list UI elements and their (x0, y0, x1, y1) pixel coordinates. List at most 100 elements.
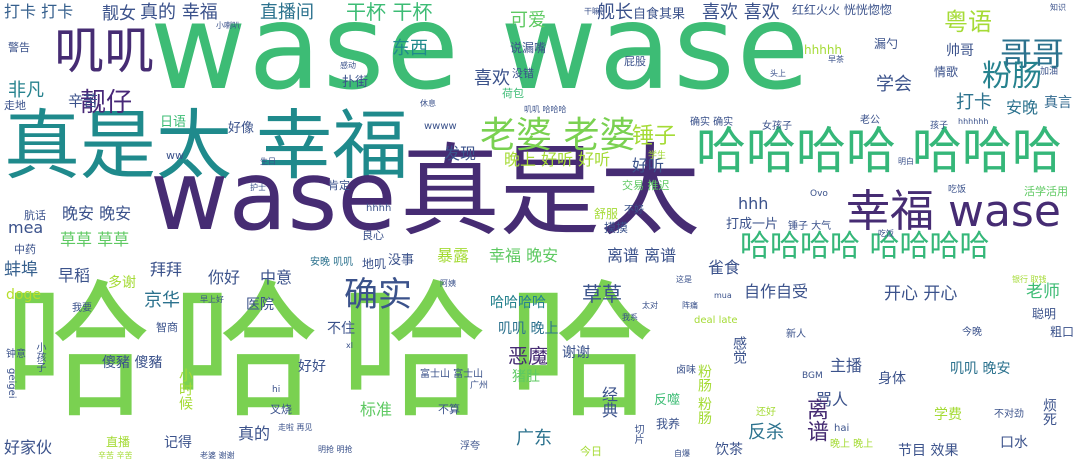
cloud-word: 不算 (438, 403, 460, 416)
cloud-word: 吃饭 (878, 229, 894, 238)
cloud-word: 你好 (208, 268, 241, 287)
cloud-word: hai (834, 423, 850, 434)
cloud-word: 孩子 (930, 121, 949, 131)
cloud-word: 喜欢 (474, 68, 510, 89)
cloud-word: 离谱 (803, 398, 828, 442)
cloud-word: 真的 (238, 424, 271, 443)
cloud-word: 打成一片 (726, 217, 779, 232)
cloud-word: 晚安 晚安 (62, 204, 132, 223)
cloud-word: xl (346, 341, 353, 350)
cloud-word: 猪肚 (512, 369, 540, 385)
cloud-word: 不对劲 (994, 409, 1024, 420)
cloud-word: 好像 (228, 121, 255, 136)
cloud-word: 拜拜 (150, 260, 183, 279)
cloud-word: 日语 (160, 115, 187, 130)
cloud-word: wwww (424, 121, 457, 132)
cloud-word: ww (166, 149, 184, 162)
cloud-word: 学生 (648, 151, 667, 161)
cloud-word: 还好 (756, 407, 776, 418)
cloud-word: 干杯 干杯 (346, 0, 433, 24)
cloud-word: 确实 (344, 275, 412, 315)
cloud-word: 好好 (298, 359, 326, 375)
cloud-word: 中药 (14, 243, 36, 256)
cloud-word: mea (8, 218, 44, 237)
cloud-word: 发现 (444, 144, 477, 163)
cloud-word: 摸摸 (604, 221, 629, 235)
cloud-word: 自食其果 (633, 7, 686, 22)
cloud-word: 非凡 (8, 80, 44, 101)
cloud-word: 我养 (656, 417, 681, 431)
cloud-word: 叽叽 晚上 (498, 321, 559, 337)
cloud-word: 老师 (1026, 282, 1060, 302)
cloud-word: 早茶 (828, 55, 844, 64)
cloud-word: 不好 (624, 205, 644, 216)
cloud-word: 辛苦 (68, 92, 99, 110)
cloud-word: 真是太 幸福 (4, 101, 409, 190)
cloud-word: 直播间 (260, 2, 314, 23)
cloud-word: 主播 (830, 356, 863, 375)
cloud-word: 说漏嘴 (510, 41, 547, 55)
cloud-word: 靓仔 (80, 88, 133, 118)
cloud-word: mua (714, 291, 732, 300)
cloud-word: 经典 (599, 386, 618, 418)
cloud-word: 明抢 明抢 (318, 445, 353, 454)
cloud-word: 这是 (676, 275, 692, 284)
cloud-word: 开心 开心 (884, 284, 958, 304)
cloud-word: 雀食 (708, 258, 741, 277)
cloud-word: 反杀 (748, 422, 784, 443)
cloud-word: 今日 (580, 445, 602, 458)
cloud-word: 节目 效果 (898, 443, 959, 459)
cloud-word: 口水 (1000, 435, 1028, 451)
cloud-word: 离谱 离谱 (607, 246, 677, 265)
cloud-word: 聪明 (1032, 307, 1057, 321)
cloud-word: 烦死 (1041, 398, 1057, 426)
cloud-word: 谢谢 (562, 345, 590, 361)
cloud-word: 草草 草草 (60, 230, 130, 249)
cloud-word: 中意 (260, 268, 293, 287)
cloud-word: 没错 (512, 67, 534, 80)
cloud-word: 良心 (362, 229, 384, 242)
cloud-word: 感觉 (731, 336, 747, 364)
cloud-word: 阵痛 (682, 301, 698, 310)
cloud-word: 安晚 (1006, 98, 1039, 117)
cloud-word: 哈哈哈哈 哈哈哈哈 (740, 229, 990, 264)
cloud-word: 浮夸 (460, 441, 480, 452)
cloud-word: 扑街 (342, 75, 369, 90)
cloud-word: 早稻 (58, 266, 91, 285)
cloud-word: 肯定 (328, 179, 350, 192)
cloud-word: 哈哈哈哈 哈哈哈 (696, 122, 1062, 180)
cloud-word: 地叽 (362, 257, 387, 271)
cloud-word: 哈哈哈哈 (4, 266, 676, 438)
cloud-word: 喜欢 喜欢 (702, 2, 780, 23)
cloud-word: doge (6, 287, 41, 303)
cloud-word: 晚上 好听 好听 (504, 150, 611, 169)
cloud-word: 叽叽 (54, 22, 154, 80)
cloud-word: 真是太 (400, 133, 700, 250)
cloud-word: 我要 (72, 303, 92, 314)
cloud-word: 荷包 (502, 87, 524, 100)
cloud-word: 吃饭 (948, 185, 967, 195)
cloud-word: 广东 (516, 428, 552, 449)
cloud-word: 好听 (632, 156, 665, 175)
cloud-word: 舰长 (597, 2, 633, 23)
cloud-word: 早上好 (200, 295, 224, 304)
cloud-word: 晚上 晚上 (830, 439, 874, 450)
cloud-word: 傻豬 傻豬 (102, 355, 163, 371)
cloud-word: 感动 (340, 61, 356, 70)
cloud-word: 老婆 老婆 (480, 115, 636, 156)
cloud-word: wase wase (150, 0, 812, 116)
cloud-word: 幸福 晚安 (489, 246, 559, 265)
cloud-word: hhhhh (804, 43, 843, 57)
cloud-word: 我系 (622, 313, 638, 322)
cloud-word: 老公 (860, 115, 880, 126)
cloud-word: hi (272, 385, 281, 395)
cloud-word: 阿姨 (440, 279, 456, 288)
cloud-word: 交易 推迟 (622, 179, 670, 192)
cloud-word: 女孩子 (762, 121, 792, 132)
cloud-word: 屁股 (624, 55, 646, 68)
cloud-word: 真言 (1044, 95, 1072, 111)
cloud-word: 明白 (898, 157, 914, 166)
cloud-word: 漏勺 (874, 37, 899, 51)
cloud-word: 自作自受 (744, 282, 809, 301)
